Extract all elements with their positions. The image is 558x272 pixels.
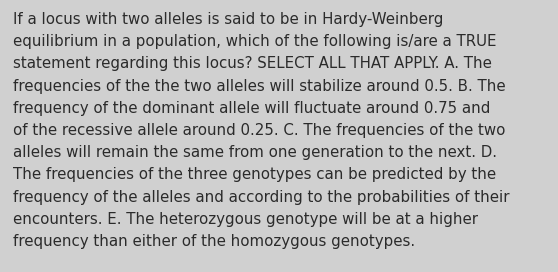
Text: frequencies of the the two alleles will stabilize around 0.5. B. The: frequencies of the the two alleles will …: [13, 79, 506, 94]
Text: frequency than either of the homozygous genotypes.: frequency than either of the homozygous …: [13, 234, 415, 249]
Text: frequency of the alleles and according to the probabilities of their: frequency of the alleles and according t…: [13, 190, 509, 205]
Text: equilibrium in a population, which of the following is/are a TRUE: equilibrium in a population, which of th…: [13, 34, 497, 49]
Text: If a locus with two alleles is said to be in Hardy-Weinberg: If a locus with two alleles is said to b…: [13, 12, 444, 27]
Text: frequency of the dominant allele will fluctuate around 0.75 and: frequency of the dominant allele will fl…: [13, 101, 490, 116]
Text: encounters. E. The heterozygous genotype will be at a higher: encounters. E. The heterozygous genotype…: [13, 212, 478, 227]
Text: of the recessive allele around 0.25. C. The frequencies of the two: of the recessive allele around 0.25. C. …: [13, 123, 506, 138]
Text: alleles will remain the same from one generation to the next. D.: alleles will remain the same from one ge…: [13, 145, 497, 160]
Text: The frequencies of the three genotypes can be predicted by the: The frequencies of the three genotypes c…: [13, 167, 496, 183]
Text: statement regarding this locus? SELECT ALL THAT APPLY. A. The: statement regarding this locus? SELECT A…: [13, 56, 492, 72]
